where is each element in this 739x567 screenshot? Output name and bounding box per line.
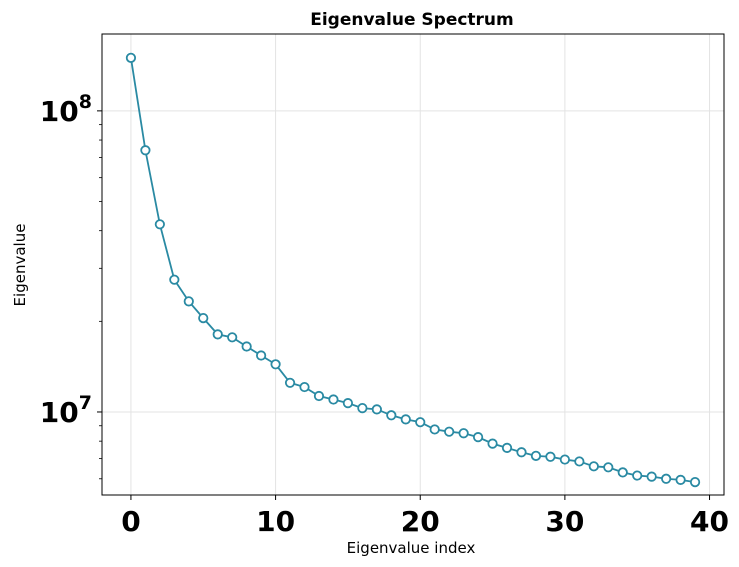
x-axis-label: Eigenvalue index	[347, 539, 476, 557]
data-point	[125, 52, 137, 63]
data-point	[342, 398, 354, 409]
data-point	[270, 359, 281, 370]
data-point	[574, 456, 585, 467]
data-point	[357, 403, 368, 414]
data-point	[183, 296, 194, 307]
x-tick-label: 40	[690, 505, 729, 538]
data-point	[675, 474, 686, 485]
data-point	[169, 274, 180, 285]
series-line	[130, 57, 696, 483]
data-point	[313, 390, 325, 402]
data-point	[140, 145, 151, 156]
data-point	[241, 341, 252, 352]
data-point	[646, 471, 657, 482]
x-axis: 0 10 20 30 40	[121, 495, 729, 538]
data-point	[632, 470, 643, 481]
x-tick-label: 10	[256, 505, 295, 538]
data-point	[487, 438, 498, 449]
data-point	[371, 404, 382, 415]
data-point	[429, 424, 440, 435]
data-point	[516, 447, 527, 458]
data-point	[212, 329, 223, 340]
grid	[102, 34, 724, 495]
data-point	[501, 442, 513, 453]
data-point	[545, 451, 556, 462]
data-point	[444, 426, 455, 437]
x-tick-label: 30	[545, 505, 584, 538]
data-point	[617, 467, 628, 478]
plot-frame	[101, 33, 725, 496]
y-axis-label: Eigenvalue	[11, 224, 29, 307]
data-point	[530, 450, 542, 461]
data-point	[661, 473, 672, 484]
data-point	[227, 332, 238, 343]
data-point	[154, 219, 165, 230]
data-point	[299, 381, 310, 393]
y-axis: 107 108	[40, 91, 102, 480]
x-tick-label: 0	[121, 505, 140, 538]
series-group	[125, 52, 701, 488]
data-point	[689, 476, 701, 488]
y-tick-label: 107	[40, 392, 92, 429]
data-point	[284, 377, 296, 388]
data-point	[458, 428, 469, 439]
data-point	[328, 394, 339, 405]
data-point	[559, 454, 570, 465]
x-tick-label: 20	[401, 505, 440, 538]
data-point	[472, 432, 484, 443]
data-point	[603, 462, 614, 473]
y-tick-label: 108	[40, 91, 92, 128]
chart-title: Eigenvalue Spectrum	[310, 10, 514, 30]
data-point	[386, 410, 397, 421]
data-point	[400, 414, 411, 425]
data-point	[588, 461, 599, 472]
data-point	[256, 350, 267, 361]
data-point	[415, 417, 426, 428]
data-point	[198, 313, 209, 324]
